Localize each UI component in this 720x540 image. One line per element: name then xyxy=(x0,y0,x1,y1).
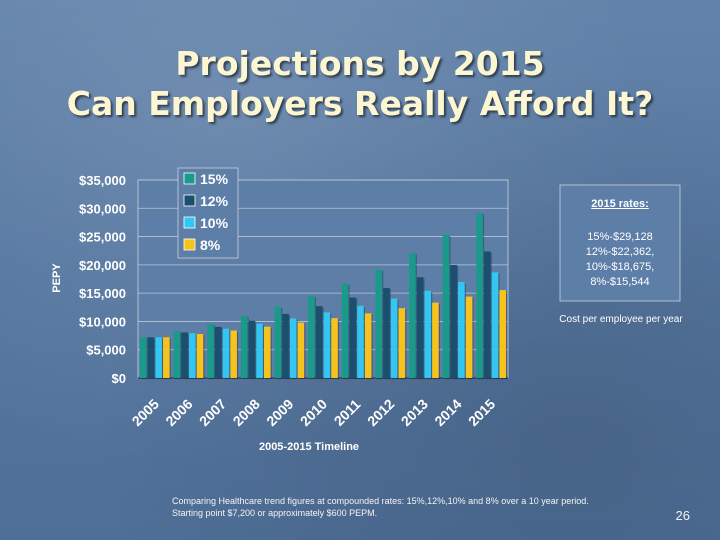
rate-item: 12%-$22,362, xyxy=(585,246,655,258)
x-tick-label: 2005 xyxy=(129,396,162,429)
y-axis-title: PEPY xyxy=(51,263,63,293)
x-tick-label: 2014 xyxy=(431,396,464,429)
title-line-1: Projections by 2015 xyxy=(175,44,545,83)
bar-8pct-2006 xyxy=(196,334,204,378)
bar-10pct-2011 xyxy=(357,305,364,378)
bar-12pct-2006 xyxy=(181,332,188,378)
x-tick-label: 2008 xyxy=(230,396,263,429)
footnote-line-2: Starting point $7,200 or approximately $… xyxy=(172,508,378,518)
bar-15pct-2006 xyxy=(173,331,181,378)
x-tick-label: 2013 xyxy=(398,396,431,429)
y-tick-label: $25,000 xyxy=(79,230,126,245)
bar-12pct-2014 xyxy=(450,265,457,378)
bar-8pct-2013 xyxy=(432,302,439,378)
bar-8pct-2011 xyxy=(364,313,372,378)
bar-8pct-2005 xyxy=(163,337,170,378)
bar-12pct-2005 xyxy=(147,337,155,378)
bar-15pct-2010 xyxy=(308,296,315,378)
bar-10pct-2013 xyxy=(424,290,432,378)
rates-title: 2015 rates: xyxy=(591,198,649,210)
bar-12pct-2012 xyxy=(383,287,390,378)
bar-10pct-2010 xyxy=(323,312,331,378)
x-tick-label: 2015 xyxy=(465,396,498,429)
bar-10pct-2009 xyxy=(289,318,297,378)
bar-8pct-2012 xyxy=(398,308,406,378)
bar-15pct-2011 xyxy=(341,283,349,378)
legend-label: 12% xyxy=(200,193,229,209)
legend-swatch xyxy=(183,238,196,251)
bar-10pct-2012 xyxy=(390,298,398,378)
x-tick-label: 2007 xyxy=(196,396,229,429)
y-tick-label: $0 xyxy=(112,371,126,386)
legend-swatch xyxy=(183,216,196,229)
bar-8pct-2009 xyxy=(297,322,305,378)
bar-8pct-2007 xyxy=(230,330,237,378)
bar-15pct-2015 xyxy=(476,213,483,378)
y-tick-label: $10,000 xyxy=(79,314,126,329)
cost-note: Cost per employee per year xyxy=(559,314,683,325)
bar-12pct-2009 xyxy=(282,313,289,378)
bar-8pct-2008 xyxy=(263,326,271,378)
bar-12pct-2008 xyxy=(248,320,256,378)
bar-15pct-2005 xyxy=(139,337,147,378)
bar-10pct-2005 xyxy=(155,337,162,378)
bar-15pct-2008 xyxy=(240,316,248,378)
bar-15pct-2007 xyxy=(207,324,214,378)
x-axis-title: 2005-2015 Timeline xyxy=(259,441,359,453)
bar-15pct-2009 xyxy=(274,306,282,378)
x-tick-label: 2012 xyxy=(364,396,397,429)
bar-8pct-2010 xyxy=(331,318,338,378)
x-tick-label: 2011 xyxy=(331,396,364,429)
bar-10pct-2007 xyxy=(222,328,230,378)
legend-swatch xyxy=(183,194,196,207)
bar-10pct-2008 xyxy=(256,323,263,378)
bar-12pct-2011 xyxy=(349,297,357,378)
bar-12pct-2015 xyxy=(484,251,491,378)
rate-item: 15%-$29,128 xyxy=(587,231,653,243)
bar-10pct-2015 xyxy=(491,272,499,378)
rate-item: 10%-$18,675, xyxy=(585,261,655,273)
bar-12pct-2010 xyxy=(315,306,323,378)
bar-8pct-2014 xyxy=(465,296,473,378)
slide-title: Projections by 2015 Can Employers Really… xyxy=(0,44,720,124)
title-line-2: Can Employers Really Afford It? xyxy=(66,84,654,123)
y-tick-label: $30,000 xyxy=(79,201,126,216)
slide-number: 26 xyxy=(675,508,690,523)
x-tick-label: 2010 xyxy=(297,396,330,429)
x-tick-label: 2006 xyxy=(162,396,195,429)
bar-10pct-2014 xyxy=(458,281,465,378)
bar-15pct-2014 xyxy=(442,234,450,378)
bar-8pct-2015 xyxy=(499,290,507,378)
rates-list: 15%-$29,128 12%-$22,362, 10%-$18,675, 8%… xyxy=(560,230,680,290)
y-tick-label: $15,000 xyxy=(79,286,126,301)
legend-swatch xyxy=(183,172,196,185)
footnote: Comparing Healthcare trend figures at co… xyxy=(172,495,652,519)
legend-label: 8% xyxy=(200,237,221,253)
rate-item: 8%-$15,544 xyxy=(590,276,650,288)
y-tick-label: $5,000 xyxy=(86,343,126,358)
y-tick-label: $35,000 xyxy=(79,173,126,188)
y-tick-label: $20,000 xyxy=(79,258,126,273)
bar-15pct-2013 xyxy=(409,253,416,378)
legend-label: 10% xyxy=(200,215,229,231)
bar-15pct-2012 xyxy=(375,269,383,378)
footnote-line-1: Comparing Healthcare trend figures at co… xyxy=(172,496,589,506)
bar-10pct-2006 xyxy=(189,333,196,378)
x-tick-label: 2009 xyxy=(263,396,296,429)
bar-12pct-2007 xyxy=(214,326,222,378)
bar-12pct-2013 xyxy=(416,277,424,378)
rates-box xyxy=(559,184,681,302)
legend-label: 15% xyxy=(200,171,229,187)
